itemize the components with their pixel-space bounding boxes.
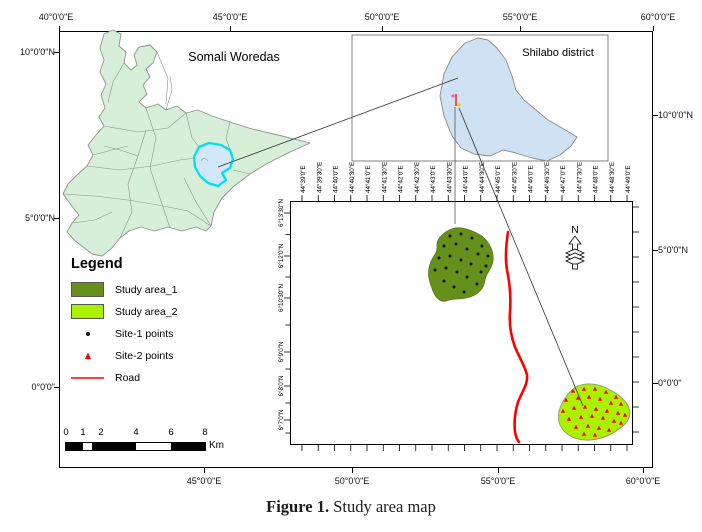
frame-tick bbox=[54, 218, 59, 219]
frame-tick bbox=[352, 468, 353, 473]
scale-bar bbox=[65, 442, 206, 451]
scalebar-number: 8 bbox=[202, 427, 208, 438]
longitude-label-bottom: 45°0'0"E bbox=[186, 476, 222, 486]
longitude-label-bottom: 60°0'0"E bbox=[625, 476, 661, 486]
scale-bar-segment bbox=[83, 443, 92, 450]
scalebar-number: 6 bbox=[168, 427, 174, 438]
latitude-label-right: 0°0'0" bbox=[658, 378, 682, 388]
legend-label: Study area_2 bbox=[115, 305, 178, 318]
legend-label: Road bbox=[115, 371, 141, 384]
latitude-label-left: 5°0'0"N bbox=[24, 213, 55, 223]
site2-triangle bbox=[84, 352, 91, 359]
legend-item-study-area-2: Study area_2 bbox=[71, 304, 221, 319]
legend-item-road: Road bbox=[71, 370, 221, 385]
scale-bar-segment bbox=[171, 443, 205, 450]
frame-tick bbox=[204, 468, 205, 473]
frame-tick bbox=[59, 26, 60, 31]
latitude-label-right: 10°0'0"N bbox=[658, 110, 694, 120]
scale-bar-segment bbox=[66, 443, 83, 450]
longitude-label-top: 60°0'0"E bbox=[640, 12, 676, 22]
study-area-1-swatch-rect bbox=[71, 282, 104, 297]
frame-tick bbox=[382, 26, 383, 31]
study-area-2-swatch-rect bbox=[71, 304, 104, 319]
frame-tick bbox=[653, 26, 654, 31]
scale-bar-segment bbox=[92, 443, 136, 450]
latitude-label-left: 0°0'0" bbox=[31, 382, 55, 392]
legend: Legend Study area_1 Study area_2 Site-1 … bbox=[71, 256, 221, 392]
longitude-label-top: 50°0'0"E bbox=[364, 12, 400, 22]
longitude-label-bottom: 50°0'0"E bbox=[334, 476, 370, 486]
figure-caption-number: Figure 1. bbox=[266, 497, 330, 516]
frame-tick bbox=[653, 383, 658, 384]
frame-tick bbox=[643, 468, 644, 473]
scale-bar-segment bbox=[136, 443, 171, 450]
scalebar-number: 0 bbox=[63, 427, 69, 438]
longitude-label-bottom: 55°0'0"E bbox=[480, 476, 516, 486]
frame-tick bbox=[54, 52, 59, 53]
legend-item-study-area-1: Study area_1 bbox=[71, 282, 221, 297]
overview-map-title: Somali Woredas bbox=[188, 50, 280, 64]
longitude-label-top: 40°0'0"E bbox=[38, 12, 74, 22]
longitude-label-top: 55°0'0"E bbox=[502, 12, 538, 22]
scalebar-number: 4 bbox=[133, 427, 139, 438]
longitude-label-top: 45°0'0"E bbox=[212, 12, 248, 22]
scalebar-number: 1 bbox=[80, 427, 86, 438]
site1-dot-icon bbox=[71, 328, 104, 340]
scalebar-unit: Km bbox=[209, 440, 224, 451]
frame-tick bbox=[54, 387, 59, 388]
outer-map-frame bbox=[59, 31, 653, 468]
legend-label: Study area_1 bbox=[115, 283, 178, 296]
frame-tick bbox=[230, 26, 231, 31]
site1-dot bbox=[85, 331, 90, 336]
legend-item-site2: Site-2 points bbox=[71, 348, 221, 363]
figure-caption-text: Study area map bbox=[329, 497, 436, 516]
frame-tick bbox=[653, 115, 658, 116]
legend-label: Site-2 points bbox=[115, 349, 174, 362]
figure-caption: Figure 1. Study area map bbox=[0, 497, 702, 517]
study-area-1-swatch bbox=[71, 282, 104, 297]
legend-label: Site-1 points bbox=[115, 327, 174, 340]
road-line-icon bbox=[71, 375, 104, 381]
frame-tick bbox=[498, 468, 499, 473]
site2-triangle-icon bbox=[71, 350, 104, 362]
scalebar-number: 2 bbox=[98, 427, 104, 438]
legend-item-site1: Site-1 points bbox=[71, 326, 221, 341]
latitude-label-left: 10°0'0"N bbox=[19, 47, 55, 57]
frame-tick bbox=[520, 26, 521, 31]
legend-title: Legend bbox=[71, 256, 123, 272]
latitude-label-right: 5°0'0"N bbox=[658, 245, 689, 255]
study-area-2-swatch bbox=[71, 304, 104, 319]
inset-map-frame bbox=[290, 201, 633, 445]
frame-tick bbox=[653, 250, 658, 251]
district-map-title: Shilabo district bbox=[522, 47, 594, 59]
